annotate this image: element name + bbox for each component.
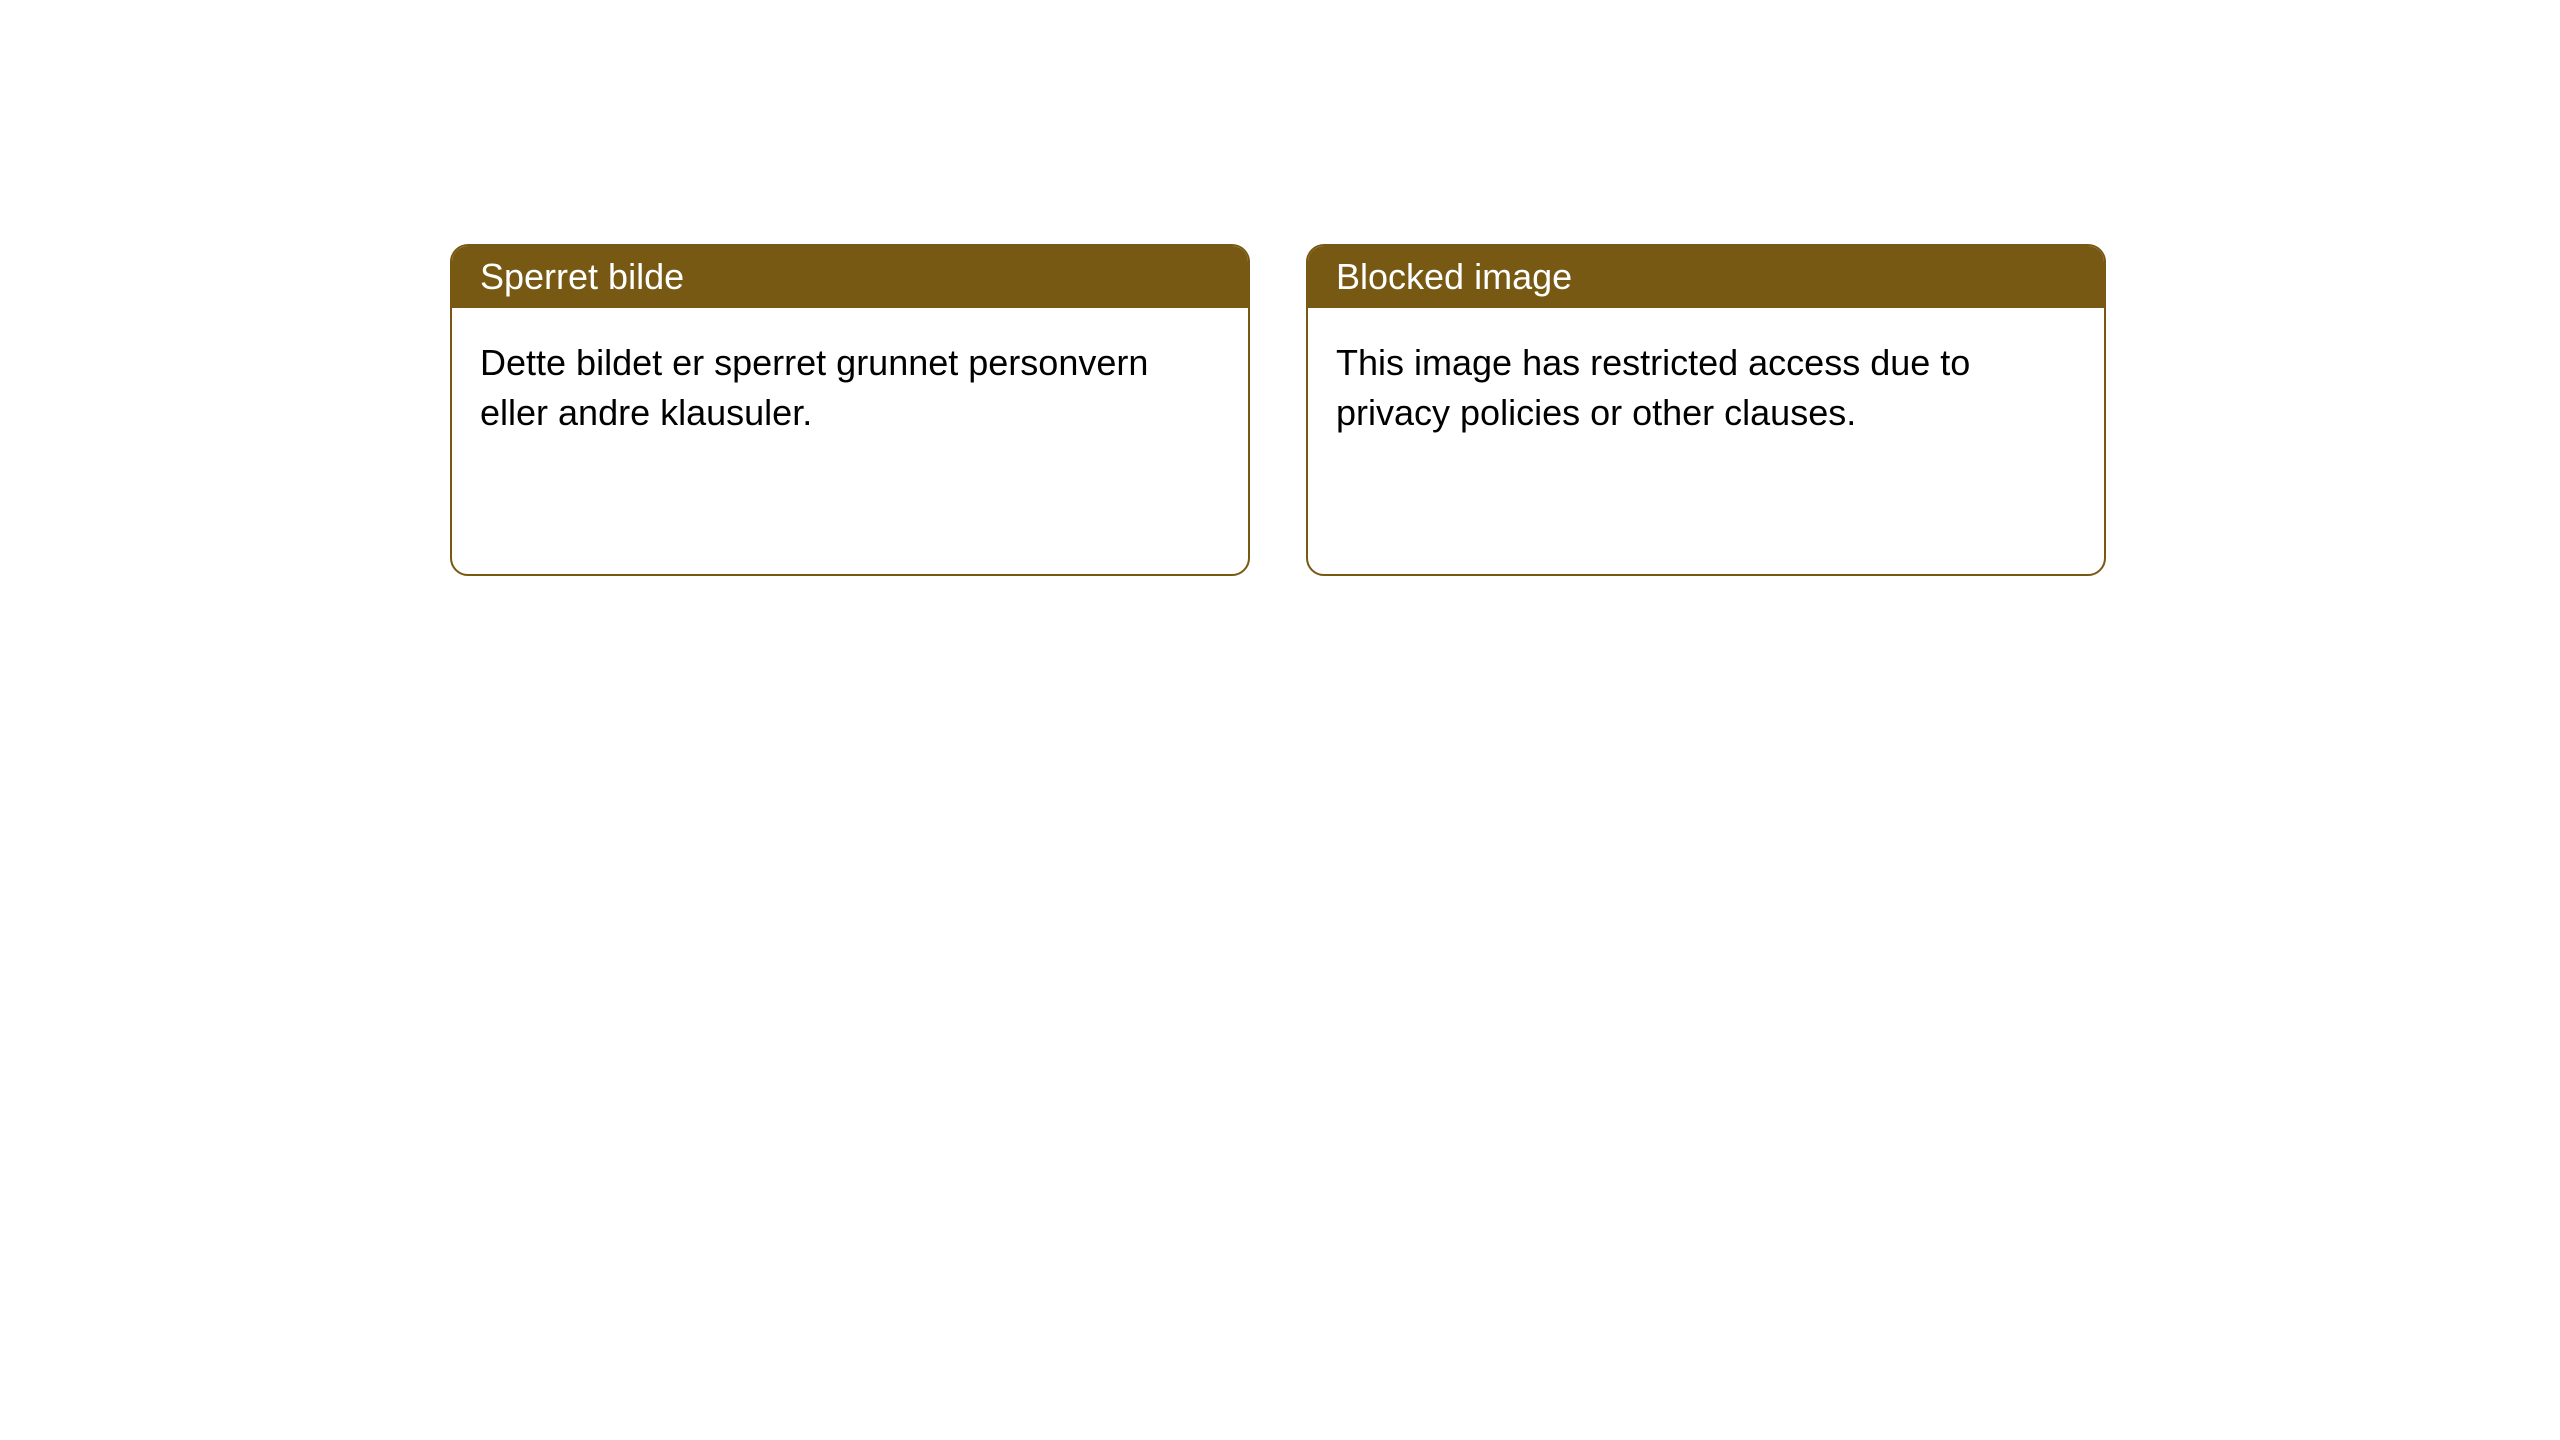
card-header: Blocked image — [1308, 246, 2104, 308]
notice-cards-container: Sperret bilde Dette bildet er sperret gr… — [0, 0, 2560, 576]
card-body: Dette bildet er sperret grunnet personve… — [452, 308, 1248, 469]
notice-card-norwegian: Sperret bilde Dette bildet er sperret gr… — [450, 244, 1250, 576]
card-title: Blocked image — [1336, 256, 1572, 297]
card-title: Sperret bilde — [480, 256, 684, 297]
card-header: Sperret bilde — [452, 246, 1248, 308]
notice-card-english: Blocked image This image has restricted … — [1306, 244, 2106, 576]
card-message: This image has restricted access due to … — [1336, 342, 1970, 433]
card-body: This image has restricted access due to … — [1308, 308, 2104, 469]
card-message: Dette bildet er sperret grunnet personve… — [480, 342, 1148, 433]
